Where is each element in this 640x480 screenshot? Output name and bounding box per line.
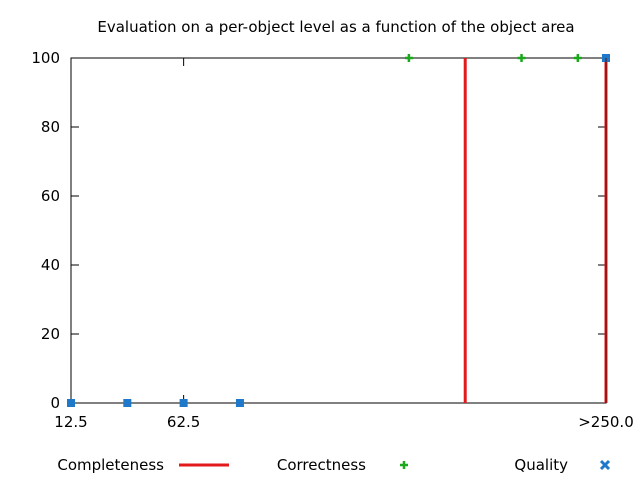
correctness-point (573, 54, 582, 62)
legend: Completeness Correctness Quality (57, 456, 611, 474)
chart-title: Evaluation on a per-object level as a fu… (97, 18, 574, 36)
x-tick-label: 62.5 (167, 413, 200, 431)
legend-label-quality: Quality (514, 456, 568, 474)
marks-layer (67, 54, 610, 407)
x-tick-label: 12.5 (54, 413, 87, 431)
cross-b (599, 459, 611, 471)
y-tick-label: 100 (31, 49, 60, 67)
tick-layer: 0 20 40 60 80 100 12.5 62.5 >250.0 (31, 49, 633, 431)
x-tick-label: >250.0 (578, 413, 634, 431)
correctness-point (517, 54, 526, 62)
legend-sample-correctness (400, 461, 408, 469)
y-tick-label: 40 (41, 256, 60, 274)
correctness-point (404, 54, 413, 62)
y-tick-label: 20 (41, 325, 60, 343)
plot-frame (70, 57, 607, 404)
quality-point (235, 399, 244, 407)
quality-point (123, 399, 132, 407)
quality-point (67, 399, 75, 407)
legend-label-completeness: Completeness (57, 456, 164, 474)
y-tick-label: 60 (41, 187, 60, 205)
y-tick-label: 80 (41, 118, 60, 136)
legend-label-correctness: Correctness (277, 456, 366, 474)
legend-sample-quality (599, 459, 611, 471)
y-tick-label: 0 (50, 394, 60, 412)
quality-point (179, 399, 188, 407)
